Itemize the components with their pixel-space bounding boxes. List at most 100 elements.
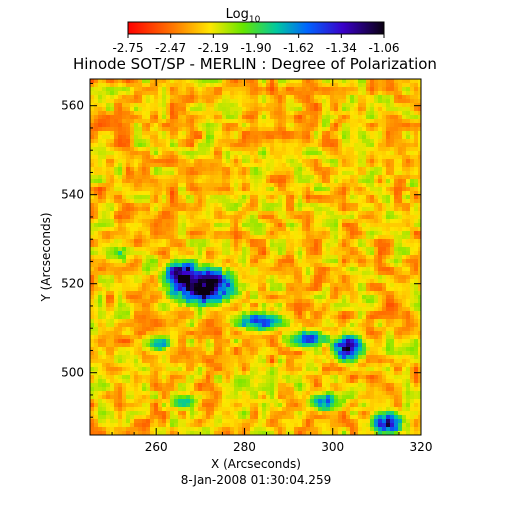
heatmap-cell <box>326 115 330 119</box>
heatmap-cell <box>334 283 338 287</box>
heatmap-cell <box>338 287 342 291</box>
heatmap-cell <box>230 123 234 127</box>
heatmap-cell <box>90 191 94 195</box>
heatmap-cell <box>94 191 98 195</box>
heatmap-cell <box>226 239 230 243</box>
heatmap-cell <box>242 275 246 279</box>
heatmap-cell <box>126 223 130 227</box>
heatmap-cell <box>326 207 330 211</box>
heatmap-cell <box>326 135 330 139</box>
heatmap-cell <box>106 187 110 191</box>
heatmap-cell <box>266 119 270 123</box>
heatmap-cell <box>302 315 306 319</box>
heatmap-cell <box>398 139 402 143</box>
heatmap-cell <box>278 167 282 171</box>
heatmap-cell <box>230 183 234 187</box>
heatmap-cell <box>418 247 421 251</box>
heatmap-cell <box>346 183 350 187</box>
heatmap-cell <box>102 87 106 91</box>
heatmap-cell <box>254 155 258 159</box>
heatmap-cell <box>366 307 370 311</box>
heatmap-cell <box>238 187 242 191</box>
heatmap-cell <box>318 227 322 231</box>
heatmap-cell <box>162 199 166 203</box>
heatmap-cell <box>134 307 138 311</box>
heatmap-cell <box>318 135 322 139</box>
heatmap-cell <box>274 99 278 103</box>
heatmap-cell <box>302 111 306 115</box>
heatmap-cell <box>390 91 394 95</box>
heatmap-cell <box>394 191 398 195</box>
heatmap-cell <box>166 143 170 147</box>
heatmap-cell <box>258 163 262 167</box>
heatmap-cell <box>130 175 134 179</box>
heatmap-cell <box>282 235 286 239</box>
heatmap-cell <box>274 303 278 307</box>
heatmap-cell <box>318 267 322 271</box>
heatmap-cell <box>414 187 418 191</box>
heatmap-cell <box>354 103 358 107</box>
heatmap-cell <box>190 243 194 247</box>
heatmap-cell <box>194 123 198 127</box>
heatmap-cell <box>322 235 326 239</box>
heatmap-cell <box>90 275 94 279</box>
heatmap-cell <box>106 91 110 95</box>
heatmap-cell <box>214 147 218 151</box>
heatmap-cell <box>186 247 190 251</box>
heatmap-cell <box>226 227 230 231</box>
heatmap-cell <box>234 167 238 171</box>
heatmap-cell <box>390 287 394 291</box>
heatmap-cell <box>370 99 374 103</box>
heatmap-cell <box>254 307 258 311</box>
heatmap-cell <box>262 263 266 267</box>
heatmap-cell <box>126 103 130 107</box>
heatmap-cell <box>174 119 178 123</box>
heatmap-cell <box>262 251 266 255</box>
heatmap-cell <box>198 155 202 159</box>
heatmap-cell <box>294 251 298 255</box>
heatmap-cell <box>210 91 214 95</box>
heatmap-cell <box>206 183 210 187</box>
heatmap-cell <box>134 291 138 295</box>
heatmap-cell <box>374 183 378 187</box>
heatmap-cell <box>366 171 370 175</box>
heatmap-cell <box>290 283 294 287</box>
heatmap-cell <box>222 227 226 231</box>
heatmap-cell <box>406 163 410 167</box>
heatmap-cell <box>350 267 354 271</box>
heatmap-cell <box>414 287 418 291</box>
heatmap-cell <box>358 315 362 319</box>
heatmap-cell <box>266 235 270 239</box>
heatmap-cell <box>246 79 250 83</box>
heatmap-cell <box>162 175 166 179</box>
heatmap-cell <box>162 83 166 87</box>
heatmap-cell <box>254 247 258 251</box>
heatmap-cell <box>238 183 242 187</box>
heatmap-cell <box>218 291 222 295</box>
heatmap-cell <box>374 131 378 135</box>
heatmap-cell <box>386 179 390 183</box>
heatmap-cell <box>382 103 386 107</box>
heatmap-cell <box>130 127 134 131</box>
heatmap-cell <box>130 83 134 87</box>
heatmap-cell <box>314 315 318 319</box>
heatmap-cell <box>342 271 346 275</box>
heatmap-cell <box>226 207 230 211</box>
heatmap-cell <box>202 143 206 147</box>
heatmap-cell <box>190 179 194 183</box>
heatmap-cell <box>202 135 206 139</box>
heatmap-cell <box>150 103 154 107</box>
heatmap-cell <box>198 279 202 283</box>
heatmap-cell <box>178 163 182 167</box>
heatmap-cell <box>354 91 358 95</box>
heatmap-cell <box>350 131 354 135</box>
heatmap-cell <box>302 179 306 183</box>
heatmap-cell <box>258 299 262 303</box>
heatmap-cell <box>274 247 278 251</box>
heatmap-cell <box>178 219 182 223</box>
heatmap-cell <box>194 107 198 111</box>
heatmap-cell <box>234 243 238 247</box>
heatmap-cell <box>370 207 374 211</box>
heatmap-cell <box>182 247 186 251</box>
heatmap-cell <box>250 235 254 239</box>
